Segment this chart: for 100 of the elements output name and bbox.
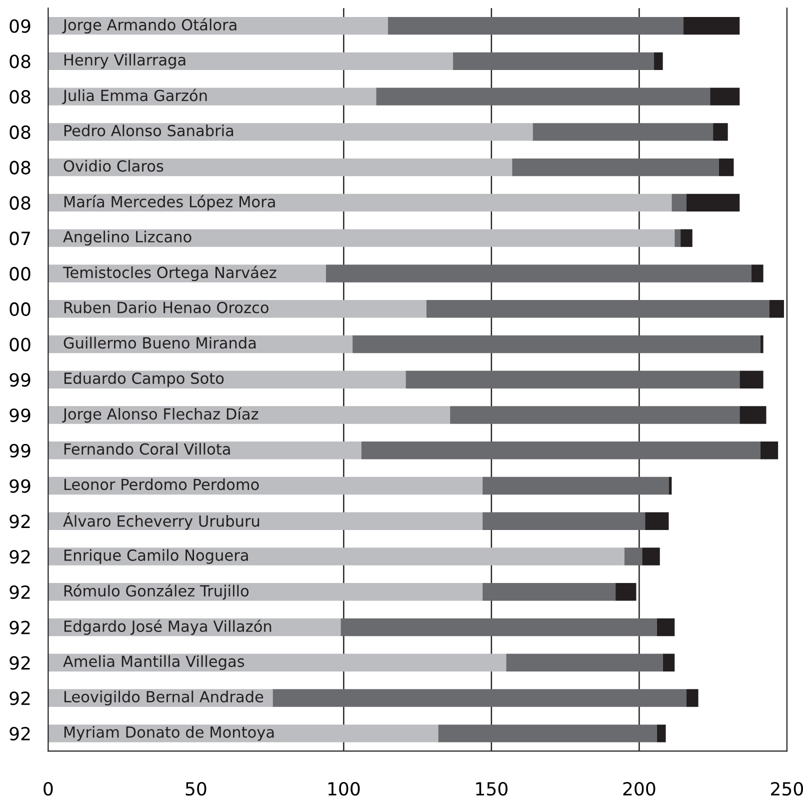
data-label: Leonor Perdomo Perdomo [64,478,259,490]
bar [48,52,454,70]
y-tick-label: 08 [10,90,30,104]
y-tick-label: 92 [10,514,30,528]
bar [426,300,770,318]
y-tick-label: 92 [10,620,30,634]
bar [680,229,692,247]
bar [532,123,714,141]
bar [376,88,710,106]
bar [769,300,784,318]
bar [272,689,686,707]
data-label: Temistocles Ortega Narváez [62,266,276,282]
bar [48,229,675,247]
bar [450,406,740,424]
data-label: Ovidio Claros [64,160,164,172]
bar [512,158,719,176]
y-tick-label: 08 [10,125,30,140]
y-tick-label: 99 [10,373,30,387]
y-tick-label: 08 [10,54,30,68]
data-label: Angelino Lizcano [63,230,192,246]
bar [48,724,438,742]
bar [760,442,778,460]
y-tick-label: 00 [10,302,30,316]
bar [48,88,376,106]
y-tick-label: 92 [10,585,30,600]
data-label: Fernando Coral Villota [64,442,230,455]
bar [616,583,636,601]
bar [672,194,686,212]
bar [406,370,740,388]
bar [48,548,624,566]
data-label: Ruben Dario Henao Orozco [64,301,268,314]
data-label: Jorge Alonso Flechaz Díaz [62,407,258,423]
y-tick-label: 00 [10,266,30,281]
y-tick-label: 00 [10,338,30,352]
bar [48,512,483,530]
x-tick-label: 100 [328,782,360,796]
x-tick-label: 150 [476,782,508,796]
data-label: Pedro Alonso Sanabria [64,124,234,136]
bar [506,654,663,672]
bar [352,335,760,354]
y-tick-label: 99 [10,408,30,422]
bar [453,52,654,70]
data-label: Myriam Donato de Montoya [64,726,274,741]
bar [668,476,672,495]
bar [482,512,646,530]
data-label: Guillermo Bueno Miranda [64,336,256,349]
bar [482,476,669,495]
bar [361,442,760,460]
bar [751,264,764,282]
bar [48,654,506,672]
bar [740,406,766,424]
bar [326,264,752,282]
bar [438,724,657,742]
data-label: Edgardo José Maya Villazón [64,620,272,635]
y-tick-label: 92 [10,550,30,564]
bar [48,476,483,495]
bar [48,158,512,176]
data-label: Amelia Mantilla Villegas [63,655,244,670]
x-tick-label: 250 [771,782,803,796]
y-tick-label: 92 [10,691,30,706]
bar [48,370,406,388]
bar [388,16,684,35]
bar [662,654,675,672]
x-tick-label: 50 [186,782,206,796]
data-label: Rómulo González Trujillo [64,584,249,600]
bar [674,229,681,247]
y-tick-label: 07 [10,232,30,246]
data-label: Leovigildo Bernal Andrade [64,690,264,706]
bar [656,724,666,742]
bar [482,583,616,601]
y-tick-label: 08 [10,196,30,210]
bar [48,123,533,141]
bar [645,512,669,530]
bar [686,689,698,707]
bar [656,618,675,636]
y-tick-label: 99 [10,479,30,493]
data-label: Eduardo Campo Soto [64,372,224,388]
bar [48,194,672,212]
bar [713,123,728,141]
y-tick-label: 09 [10,19,30,33]
bar [740,370,764,388]
bar [654,52,663,70]
bar [686,194,740,212]
data-label: Julia Emma Garzón [62,88,207,104]
x-tick-label: 200 [623,782,656,796]
bar [718,158,734,176]
data-label: Henry Villarraga [64,54,186,69]
bar [684,16,740,35]
data-label: María Mercedes López Mora [64,195,275,210]
bar [710,88,740,106]
y-tick-label: 92 [10,726,30,741]
bar [760,335,764,354]
bar [48,406,450,424]
bar [340,618,657,636]
data-label: Álvaro Echeverry Uruburu [63,512,260,530]
x-tick-label: 0 [44,782,53,796]
data-label: Jorge Armando Otálora [62,18,236,34]
bar [642,548,660,566]
y-tick-label: 99 [10,444,30,458]
bar [48,442,362,460]
